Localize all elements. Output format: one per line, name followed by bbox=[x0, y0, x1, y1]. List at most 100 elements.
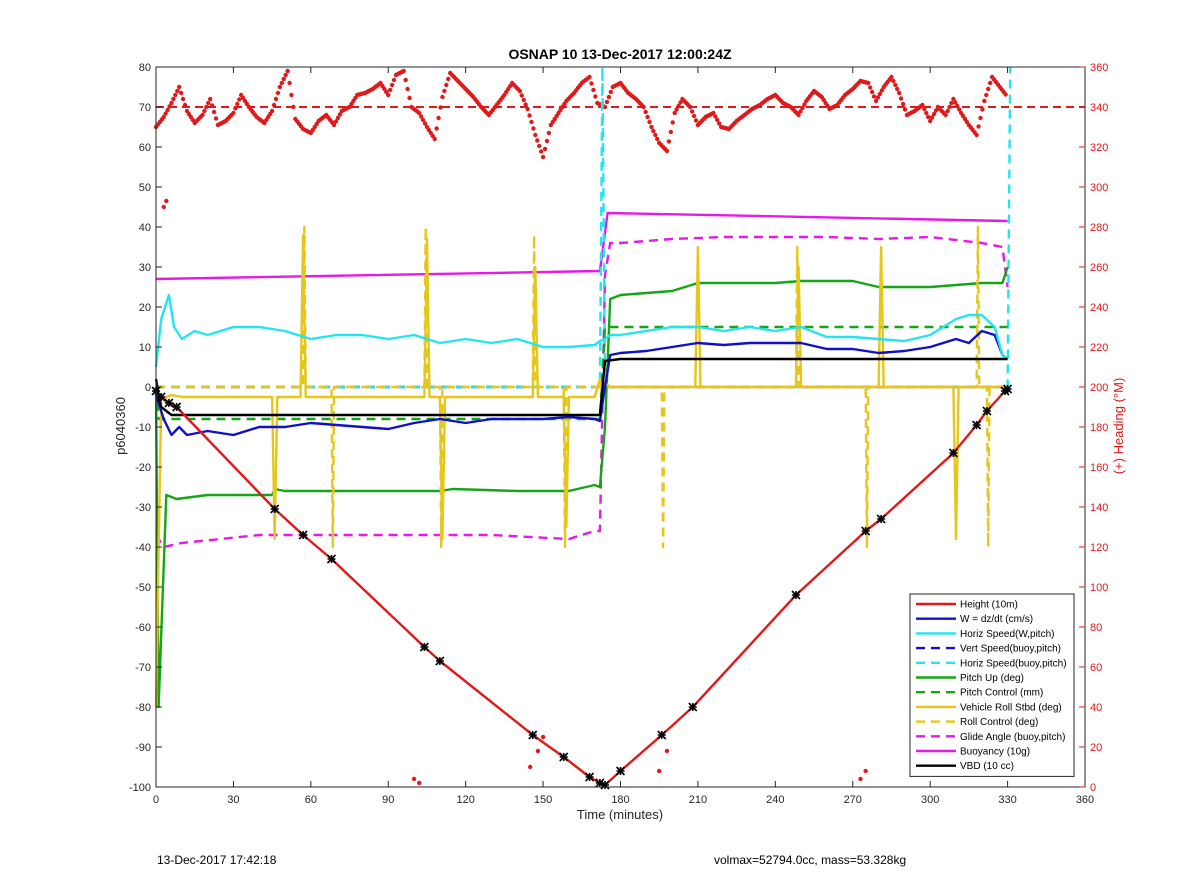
heading-point bbox=[986, 86, 991, 92]
heading-point bbox=[657, 768, 662, 774]
heading-point bbox=[523, 102, 528, 107]
legend-entry-label: Roll Control (deg) bbox=[960, 717, 1038, 728]
heading-point bbox=[517, 88, 523, 94]
heading-point bbox=[672, 110, 677, 116]
heading-point bbox=[587, 74, 592, 80]
heading-point bbox=[889, 74, 894, 80]
legend-entry-label: Horiz Speed(buoy,pitch) bbox=[960, 658, 1067, 669]
y-axis-right: 0 20 40 60 80 100 120 140 160 180 200 220 240 260 280 3… bbox=[1079, 62, 1108, 794]
heading-point bbox=[533, 132, 538, 138]
heading-point bbox=[204, 104, 209, 110]
y-tick-label: 40 bbox=[139, 222, 151, 234]
heading-point bbox=[389, 82, 395, 88]
legend-entry-label: Glide Angle (buoy,pitch) bbox=[960, 732, 1065, 743]
height-marker bbox=[270, 504, 280, 514]
heading-point bbox=[544, 138, 550, 144]
heading-point bbox=[802, 102, 807, 107]
heading-point bbox=[798, 109, 803, 114]
heading-point bbox=[877, 91, 883, 97]
heading-point bbox=[606, 94, 612, 100]
heading-point bbox=[717, 121, 722, 126]
heading-point bbox=[641, 104, 646, 110]
height-marker bbox=[972, 420, 982, 430]
heading-point bbox=[982, 98, 987, 104]
heading-point bbox=[951, 96, 956, 102]
heading-point bbox=[945, 108, 950, 114]
y-tick-label: 60 bbox=[139, 142, 151, 154]
y-tick-label: -100 bbox=[129, 782, 151, 794]
heading-point bbox=[206, 100, 211, 106]
heading-point bbox=[891, 78, 896, 84]
heading-point bbox=[279, 80, 285, 86]
chart-title: OSNAP 10 13-Dec-2017 12:00:24Z bbox=[508, 46, 732, 62]
heading-point bbox=[796, 112, 801, 118]
series-line bbox=[156, 225, 1008, 549]
y2-axis-title: (+) Heading (°M) bbox=[1111, 378, 1126, 475]
y2-tick-label: 80 bbox=[1090, 622, 1102, 634]
heading-point bbox=[164, 198, 169, 204]
legend-entry-label: VBD (10 cc) bbox=[960, 761, 1014, 772]
legend-entry-label: Vehicle Roll Stbd (deg) bbox=[960, 702, 1062, 713]
y-tick-label: -80 bbox=[135, 702, 151, 714]
heading-point bbox=[645, 114, 650, 120]
y2-tick-label: 0 bbox=[1090, 782, 1096, 794]
heading-point bbox=[335, 115, 341, 121]
heading-point bbox=[933, 108, 939, 113]
y-tick-label: 70 bbox=[139, 102, 151, 114]
heading-point bbox=[535, 748, 541, 754]
legend-entry-label: Buoyancy (10g) bbox=[960, 747, 1030, 758]
y2-tick-label: 20 bbox=[1090, 742, 1102, 754]
heading-point bbox=[858, 776, 863, 782]
heading-point bbox=[417, 110, 422, 116]
x-tick-label: 330 bbox=[998, 794, 1016, 806]
legend: Height (10m) W = dz/dt (cm/s) Horiz Speed(… bbox=[909, 593, 1075, 777]
heading-point bbox=[668, 129, 674, 135]
y2-tick-label: 120 bbox=[1090, 542, 1108, 554]
heading-point bbox=[955, 103, 960, 109]
y2-tick-label: 240 bbox=[1090, 302, 1108, 314]
series-line bbox=[154, 329, 1009, 437]
heading-point bbox=[169, 100, 174, 106]
heading-point bbox=[902, 107, 908, 112]
heading-point bbox=[235, 101, 240, 107]
y-tick-label: -40 bbox=[135, 542, 151, 554]
y-tick-label: 10 bbox=[139, 342, 151, 354]
heading-point bbox=[873, 98, 879, 104]
y-tick-label: -60 bbox=[135, 622, 151, 634]
heading-point bbox=[540, 734, 546, 740]
heading-point bbox=[519, 93, 524, 98]
x-tick-label: 60 bbox=[305, 794, 317, 806]
heading-point bbox=[422, 121, 428, 126]
heading-point bbox=[182, 102, 188, 108]
heading-point bbox=[879, 88, 884, 93]
heading-point bbox=[693, 118, 699, 123]
heading-point bbox=[591, 87, 596, 93]
heading-point bbox=[987, 80, 993, 86]
heading-point bbox=[436, 115, 441, 121]
heading-point bbox=[947, 104, 952, 110]
heading-point bbox=[643, 109, 648, 115]
heading-point bbox=[178, 90, 184, 96]
x-axis: 0 30 60 90 120 150 180 210 240 270 300 330 360 bbox=[153, 67, 1094, 806]
heading-point bbox=[540, 154, 546, 160]
heading-point bbox=[713, 114, 718, 119]
height-marker bbox=[600, 780, 610, 790]
heading-point bbox=[670, 120, 675, 125]
heading-point bbox=[202, 108, 207, 114]
heading-point bbox=[715, 117, 720, 123]
heading-point bbox=[438, 105, 443, 110]
legend-entry-label: Pitch Control (mm) bbox=[960, 688, 1043, 699]
height-marker bbox=[948, 448, 958, 458]
heading-point bbox=[929, 115, 935, 120]
heading-point bbox=[666, 139, 672, 144]
plot-lines bbox=[154, 65, 1012, 787]
heading-point bbox=[800, 105, 805, 111]
y-tick-label: -20 bbox=[135, 462, 151, 474]
x-tick-label: 150 bbox=[534, 794, 552, 806]
y2-tick-label: 60 bbox=[1090, 662, 1102, 674]
heading-point bbox=[173, 92, 178, 98]
heading-point bbox=[200, 112, 205, 118]
heading-series bbox=[153, 68, 1085, 786]
heading-point bbox=[331, 122, 337, 128]
